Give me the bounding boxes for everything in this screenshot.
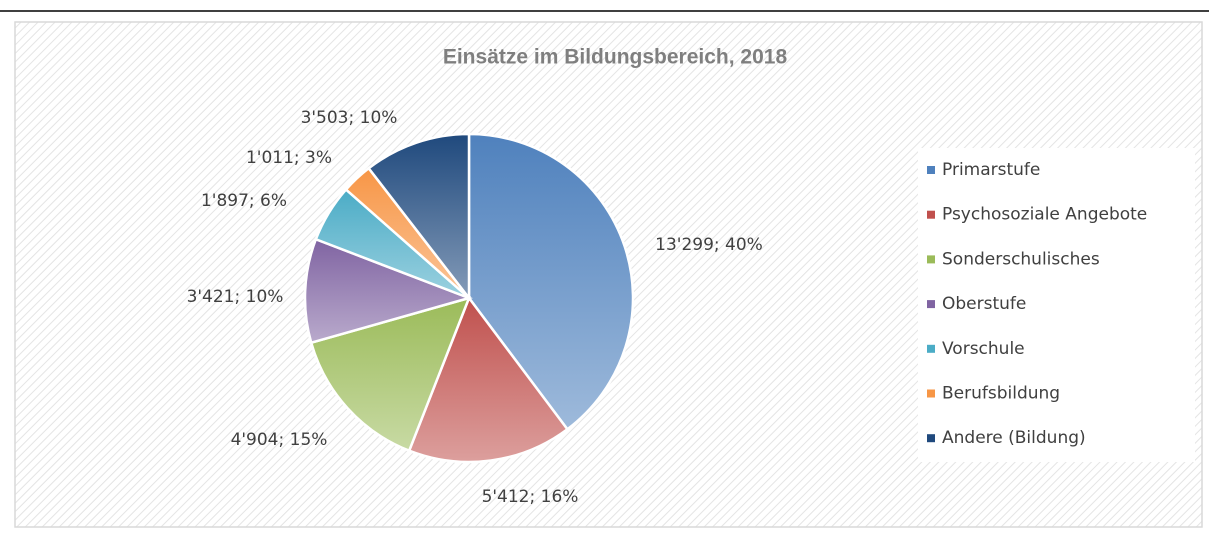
data-label: 13'299; 40% xyxy=(655,235,763,255)
legend-label: Berufsbildung xyxy=(942,384,1060,404)
legend-label: Vorschule xyxy=(942,339,1025,359)
legend-swatch xyxy=(927,344,935,353)
pie-slice xyxy=(309,296,472,453)
legend-swatch xyxy=(927,389,935,398)
data-label: 3'503; 10% xyxy=(301,108,398,128)
legend-box xyxy=(918,148,1195,462)
data-label: 5'412; 16% xyxy=(482,487,579,507)
pie-slice xyxy=(467,132,635,431)
legend-swatch xyxy=(927,166,935,174)
data-label: 4'904; 15% xyxy=(231,430,328,450)
legend-label: Sonderschulisches xyxy=(942,249,1100,269)
legend-label: Andere (Bildung) xyxy=(942,428,1086,448)
data-label: 1'897; 6% xyxy=(201,191,287,211)
legend-label: Primarstufe xyxy=(942,160,1040,180)
chart-title: Einsätze im Bildungsbereich, 2018 xyxy=(443,46,788,69)
pie-slice xyxy=(303,237,473,345)
legend-swatch xyxy=(927,434,935,443)
pie-slice xyxy=(366,132,471,302)
pie-slice xyxy=(407,295,570,464)
data-label: 1'011; 3% xyxy=(246,148,332,168)
legend-swatch xyxy=(927,255,935,264)
legend-label: Psychosoziale Angebote xyxy=(942,205,1147,225)
pie xyxy=(303,132,635,464)
data-label: 3'421; 10% xyxy=(187,287,284,307)
legend-swatch xyxy=(927,300,935,309)
legend-swatch xyxy=(927,210,935,219)
legend-label: Oberstufe xyxy=(942,294,1026,314)
